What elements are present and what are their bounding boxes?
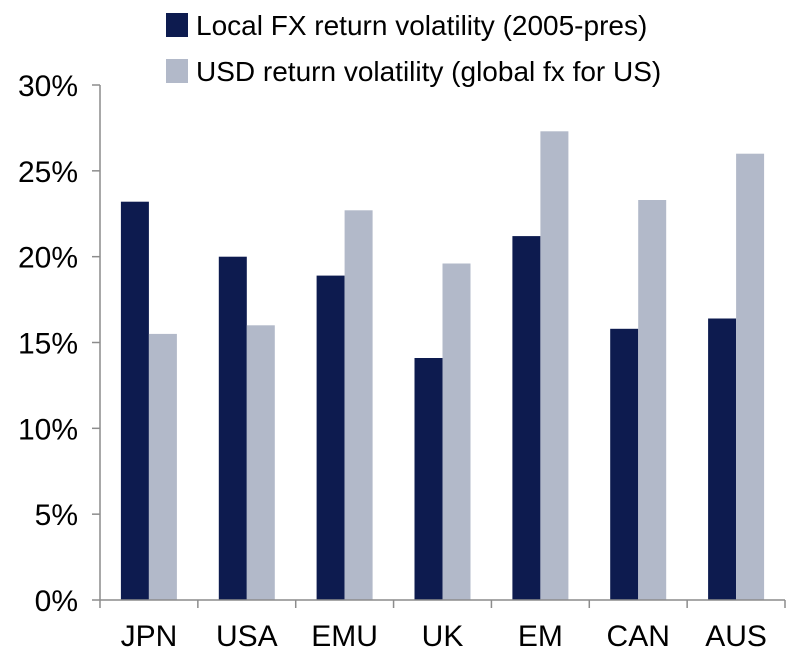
- legend-swatch-1: [166, 13, 188, 37]
- x-tick-label: EMU: [311, 620, 378, 653]
- y-tick-label: 10%: [18, 413, 78, 446]
- bar-em-series-2: [540, 131, 569, 601]
- y-tick-label: 30%: [18, 70, 78, 103]
- bar-can-series-1: [610, 328, 639, 600]
- x-tick-label: USA: [216, 620, 278, 653]
- y-tick-label: 5%: [35, 499, 78, 532]
- y-tick-label: 25%: [18, 156, 78, 189]
- bar-aus-series-2: [736, 153, 765, 600]
- bar-emu-series-2: [344, 210, 373, 601]
- bar-jpn-series-2: [148, 333, 177, 600]
- y-tick-label: 20%: [18, 242, 78, 275]
- legend-swatch-2: [166, 59, 188, 83]
- legend-label-1: Local FX return volatility (2005-pres): [196, 10, 647, 41]
- bar-uk-series-2: [442, 263, 471, 600]
- axes: 0% 5% 10% 15% 20% 25% 30% JPN USA EMU UK EM CAN AUS: [18, 70, 786, 653]
- bar-em-series-1: [512, 236, 541, 600]
- x-tick-label: AUS: [705, 620, 767, 653]
- bars: [120, 131, 765, 601]
- bar-jpn-series-1: [120, 201, 149, 600]
- x-tick-label: EM: [518, 620, 563, 653]
- legend-label-2: USD return volatility (global fx for US): [196, 56, 661, 87]
- bar-emu-series-1: [316, 275, 345, 600]
- bar-usa-series-1: [218, 256, 247, 600]
- x-tick-label: JPN: [121, 620, 178, 653]
- y-tick-label: 15%: [18, 328, 78, 361]
- legend: Local FX return volatility (2005-pres) US…: [166, 10, 661, 87]
- y-tick-label: 0%: [35, 585, 78, 618]
- bar-can-series-2: [638, 200, 667, 600]
- bar-usa-series-2: [246, 325, 275, 600]
- x-tick-label: CAN: [607, 620, 670, 653]
- bar-uk-series-1: [414, 358, 443, 600]
- x-tick-label: UK: [422, 620, 464, 653]
- bar-aus-series-1: [708, 318, 737, 600]
